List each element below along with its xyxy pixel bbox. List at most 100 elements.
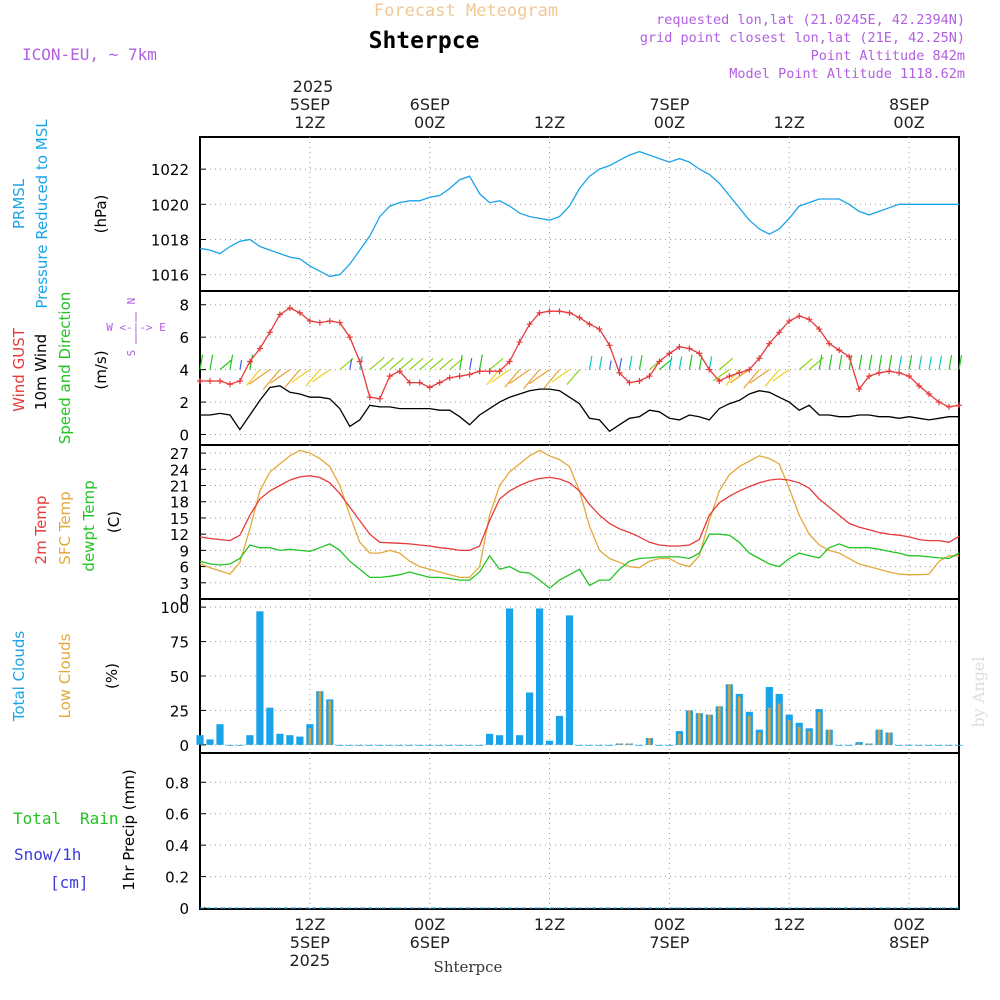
wind-gust-markers: [197, 304, 962, 410]
wind-arrow: [618, 358, 623, 370]
ytick-label-clouds-0: 0: [179, 737, 189, 755]
pressure-line: [199, 150, 959, 278]
wind-arrow: [439, 358, 454, 371]
gust-marker: [586, 321, 593, 328]
wind-arrow: [249, 354, 254, 370]
total-cloud-bar: [386, 744, 394, 746]
total-cloud-bar: [406, 744, 414, 746]
gust-marker: [197, 377, 203, 384]
compass-we-label: W <-|-> E: [106, 321, 166, 334]
ytick-label-precip-3: 0.6: [165, 806, 189, 824]
total-cloud-bar: [226, 744, 234, 746]
gust-marker: [596, 326, 603, 333]
clouds-unit: (%): [103, 663, 121, 689]
sfc-temp-label: SFC Temp: [56, 491, 74, 564]
low-cloud-bar: [728, 684, 731, 745]
gust-marker: [916, 382, 923, 389]
low-cloud-bar: [857, 743, 861, 745]
wind-arrow: [429, 357, 444, 371]
gust-marker: [526, 321, 533, 328]
total-cloud-bar: [516, 735, 524, 745]
gust-marker: [336, 319, 343, 326]
wind-arrow: [898, 355, 903, 370]
wind-arrow: [312, 369, 331, 383]
model-altitude: Model Point Altitude 1118.62m: [729, 66, 965, 82]
total-cloud-bar: [446, 744, 454, 746]
footer-location: Shterpce: [434, 958, 503, 976]
gust-marker: [436, 379, 443, 386]
prmsl-sub-label: Pressure Reduced to MSL: [33, 119, 51, 309]
low-cloud-bar: [698, 713, 701, 745]
bottom-hour-5: 00Z: [893, 915, 924, 934]
low-cloud-bar: [748, 715, 751, 745]
forecast-title: Forecast Meteogram: [374, 1, 558, 21]
gust-marker: [306, 317, 313, 324]
t2m-label: 2m Temp: [32, 496, 50, 565]
gust-marker: [826, 340, 833, 347]
gust-marker: [516, 339, 523, 346]
total-cloud-bar: [585, 744, 594, 746]
total-cloud-bar: [605, 744, 614, 746]
ytick-label-pressure-3: 1022: [151, 161, 189, 179]
wind-arrow: [798, 358, 813, 371]
wind-arrow: [668, 355, 673, 370]
wind-arrow: [489, 357, 504, 371]
bottom-date-1: 6SEP: [410, 933, 450, 952]
top-hour-1: 00Z: [414, 113, 445, 132]
bottom-hour-1: 00Z: [414, 915, 445, 934]
compass-north-label: N: [125, 298, 138, 305]
gust-marker: [746, 366, 753, 373]
precip-cm-label: [cm]: [50, 873, 89, 892]
wind-arrow: [379, 357, 395, 371]
total-cloud-bar: [835, 744, 843, 746]
total-cloud-bar: [296, 736, 304, 745]
gust-marker: [316, 319, 323, 326]
ytick-label-clouds-1: 25: [170, 702, 189, 720]
gust-marker: [396, 368, 403, 375]
low-cloud-bar: [618, 743, 621, 745]
gust-marker: [296, 309, 303, 316]
gust-marker: [576, 314, 583, 321]
gust-marker: [766, 340, 773, 347]
wind-arrow: [239, 359, 243, 370]
wind-arrow: [725, 369, 740, 386]
wind-gust-label: Wind GUST: [10, 327, 28, 412]
total-cloud-bar: [945, 744, 953, 746]
total-cloud-bar: [935, 744, 943, 746]
precip-snow-label: Snow/1h: [14, 845, 81, 864]
gust-marker: [816, 326, 823, 333]
gust-marker: [926, 390, 933, 397]
wind-arrow: [399, 357, 414, 371]
wind-arrow: [659, 358, 673, 371]
wind-arrow: [638, 355, 643, 370]
pressure-panel: 1016 1018 1020 1022 PRMSL Pressure Reduced …: [10, 119, 960, 309]
gust-marker: [456, 373, 463, 380]
ytick-label-wind-4: 8: [179, 297, 189, 315]
gust-marker: [356, 358, 363, 365]
total-cloud-bar: [575, 744, 584, 746]
total-cloud-bar: [506, 608, 514, 745]
bottom-hour-0: 12Z: [294, 915, 325, 934]
total-cloud-bar: [895, 744, 903, 746]
gust-marker: [226, 381, 233, 388]
total-cloud-bar: [346, 744, 354, 746]
low-cloud-bar: [768, 707, 771, 745]
gust-marker: [866, 373, 873, 380]
total-cloud-bar: [276, 733, 284, 745]
wind-arrow: [270, 369, 291, 384]
total-cloud-bar: [555, 715, 564, 745]
gust-marker: [836, 347, 843, 354]
low-cloud-bar: [777, 703, 781, 745]
wind-speed-line: [200, 385, 959, 433]
wind-arrow: [449, 358, 464, 371]
precip-total-label: Total: [13, 809, 61, 828]
location-title: Shterpce: [369, 28, 480, 54]
wind-arrow: [958, 355, 963, 370]
wind-arrow: [938, 355, 943, 370]
ytick-label-temp-4: 12: [170, 526, 189, 544]
precip-panel: 0 0.2 0.4 0.6 0.8 1hr Precip (mm) Total Rain…: [13, 752, 960, 918]
t2m-line: [199, 475, 960, 552]
gust-marker: [206, 377, 213, 384]
gust-marker: [676, 343, 683, 350]
